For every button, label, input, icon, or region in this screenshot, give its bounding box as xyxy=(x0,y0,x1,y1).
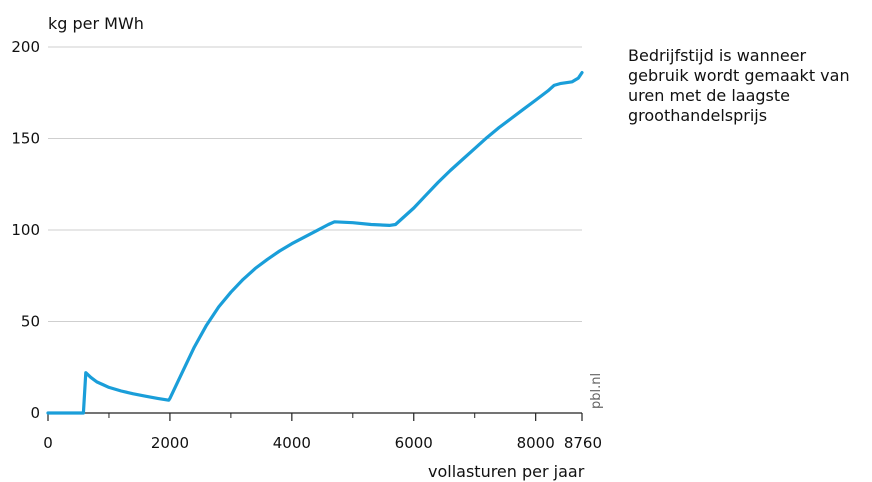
gridlines xyxy=(48,46,582,322)
x-axis-label: vollasturen per jaar xyxy=(428,462,585,481)
x-axis-ticks: 0 2000 4000 6000 8000 8760 xyxy=(43,413,602,452)
y-axis-label: kg per MWh xyxy=(48,14,144,33)
series-line-0 xyxy=(46,70,584,415)
y-axis-ticks: 0 50 100 150 200 xyxy=(11,38,40,422)
y-tick-label-1: 50 xyxy=(21,313,40,331)
y-tick-label-3: 150 xyxy=(11,130,40,148)
source-label: pbl.nl xyxy=(589,373,604,409)
y-tick-label-0: 0 xyxy=(30,404,40,422)
y-tick-label-4: 200 xyxy=(11,38,40,56)
x-tick-label-1: 2000 xyxy=(151,434,189,452)
x-tick-label-5: 8760 xyxy=(564,434,602,452)
y-tick-label-2: 100 xyxy=(11,221,40,239)
x-tick-label-2: 4000 xyxy=(273,434,311,452)
chart-annotation: Bedrijfstijd is wanneer gebruik wordt ge… xyxy=(628,46,850,125)
x-tick-label-0: 0 xyxy=(43,434,53,452)
x-tick-label-3: 6000 xyxy=(395,434,433,452)
series-layer xyxy=(46,70,584,415)
x-tick-label-4: 8000 xyxy=(517,434,555,452)
